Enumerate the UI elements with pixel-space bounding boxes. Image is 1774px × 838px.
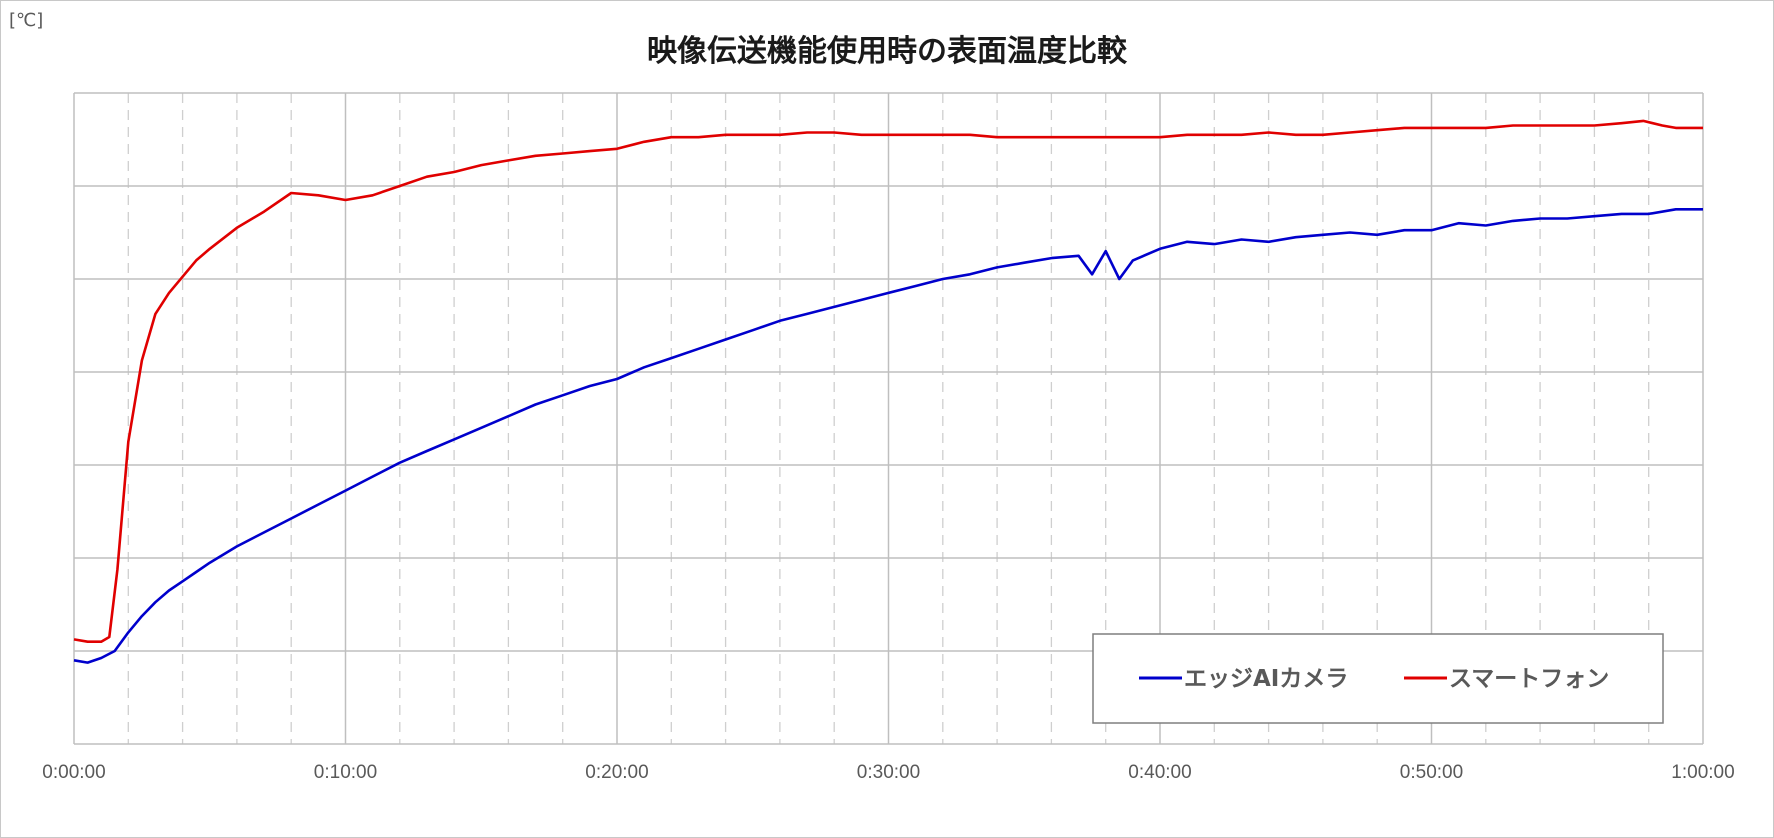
series-line-smartphone	[73, 119, 1703, 644]
series-lines	[73, 119, 1703, 664]
series-line-edge-ai-camera	[73, 208, 1703, 664]
legend-box	[1092, 633, 1664, 724]
x-tick-label: 0:40:00	[1128, 762, 1191, 783]
x-tick-label: 0:50:00	[1400, 762, 1463, 783]
x-tick-label: 0:20:00	[585, 762, 648, 783]
legend-label-smartphone: スマートフォン	[1449, 666, 1609, 692]
legend: エッジAIカメラ スマートフォン	[1092, 633, 1664, 724]
x-tick-label: 0:30:00	[857, 762, 920, 783]
y-unit-label: [℃]	[9, 10, 44, 31]
x-tick-label: 0:00:00	[42, 762, 105, 783]
x-axis-tick-labels: 0:00:00 0:10:00 0:20:00 0:30:00 0:40:00 0:50:…	[42, 762, 1734, 783]
x-tick-label: 1:00:00	[1671, 762, 1734, 783]
x-tick-label: 0:10:00	[314, 762, 377, 783]
chart-title: 映像伝送機能使用時の表面温度比較	[647, 34, 1127, 69]
legend-label-edge-ai-camera: エッジAIカメラ	[1184, 666, 1348, 692]
